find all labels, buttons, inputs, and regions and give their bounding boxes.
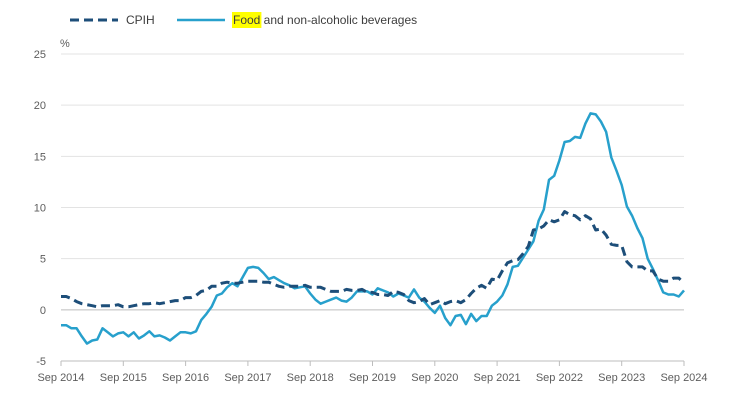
- x-tick-label: Sep 2023: [598, 372, 645, 384]
- x-tick-label: Sep 2019: [349, 372, 396, 384]
- y-unit-label: %: [60, 38, 70, 50]
- x-tick-label: Sep 2024: [660, 372, 707, 384]
- x-tick-label: Sep 2022: [536, 372, 583, 384]
- food-series-line: [61, 112, 685, 345]
- y-tick-label: 25: [34, 49, 46, 61]
- y-tick-label: 20: [34, 100, 46, 112]
- cpih-series-line: [61, 210, 686, 309]
- y-axis: -5 0 5 10 15 20 25: [34, 49, 46, 368]
- legend-label-food[interactable]: Food and non-alcoholic beverages: [233, 13, 417, 27]
- series-layer: [61, 112, 686, 345]
- legend[interactable]: CPIH Food and non-alcoholic beverages: [70, 12, 417, 28]
- y-tick-label: 5: [40, 254, 46, 266]
- x-tick-label: Sep 2020: [411, 372, 458, 384]
- legend-label-cpih[interactable]: CPIH: [126, 13, 155, 27]
- x-tick-label: Sep 2021: [474, 372, 521, 384]
- x-tick-label: Sep 2014: [37, 372, 84, 384]
- x-tick-label: Sep 2017: [224, 372, 271, 384]
- grid-lines: [61, 53, 684, 362]
- x-tick-label: Sep 2015: [100, 372, 147, 384]
- y-tick-label: 15: [34, 151, 46, 163]
- y-tick-label: 0: [40, 305, 46, 317]
- x-tick-label: Sep 2018: [287, 372, 334, 384]
- y-tick-label: -5: [36, 356, 46, 368]
- x-tick-label: Sep 2016: [162, 372, 209, 384]
- x-axis: Sep 2014 Sep 2015 Sep 2016 Sep 2017 Sep 2018…: [37, 360, 708, 384]
- y-tick-label: 10: [34, 203, 46, 215]
- search-highlight: [232, 12, 262, 28]
